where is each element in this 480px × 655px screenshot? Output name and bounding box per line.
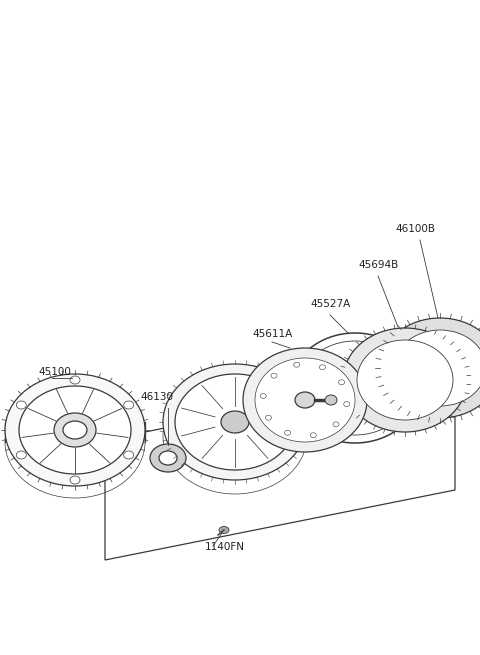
Text: 45527A: 45527A bbox=[310, 299, 350, 309]
Ellipse shape bbox=[311, 433, 316, 438]
Ellipse shape bbox=[271, 373, 277, 378]
Ellipse shape bbox=[19, 386, 131, 474]
Ellipse shape bbox=[175, 374, 295, 470]
Ellipse shape bbox=[344, 402, 350, 407]
Ellipse shape bbox=[285, 430, 290, 436]
Ellipse shape bbox=[394, 330, 480, 406]
Text: 45100: 45100 bbox=[38, 367, 71, 377]
Ellipse shape bbox=[63, 421, 87, 439]
Ellipse shape bbox=[163, 364, 307, 480]
Text: 45611A: 45611A bbox=[252, 329, 292, 339]
Ellipse shape bbox=[70, 476, 80, 484]
Ellipse shape bbox=[255, 358, 355, 442]
Ellipse shape bbox=[54, 413, 96, 447]
Ellipse shape bbox=[265, 415, 271, 421]
Ellipse shape bbox=[5, 374, 145, 486]
Ellipse shape bbox=[70, 376, 80, 384]
Ellipse shape bbox=[243, 348, 367, 452]
Ellipse shape bbox=[338, 380, 345, 384]
Ellipse shape bbox=[294, 362, 300, 367]
Ellipse shape bbox=[380, 318, 480, 418]
Text: 1140FN: 1140FN bbox=[205, 542, 245, 552]
Ellipse shape bbox=[325, 395, 337, 405]
Text: 46100B: 46100B bbox=[395, 224, 435, 234]
Ellipse shape bbox=[295, 392, 315, 408]
Ellipse shape bbox=[333, 422, 339, 427]
Ellipse shape bbox=[357, 340, 453, 420]
Ellipse shape bbox=[343, 328, 467, 432]
Ellipse shape bbox=[219, 527, 229, 534]
Ellipse shape bbox=[150, 444, 186, 472]
Text: 46130: 46130 bbox=[140, 392, 173, 402]
Ellipse shape bbox=[16, 451, 26, 459]
Ellipse shape bbox=[16, 401, 26, 409]
Ellipse shape bbox=[260, 394, 266, 398]
Ellipse shape bbox=[124, 401, 134, 409]
Text: 45694B: 45694B bbox=[358, 260, 398, 270]
Ellipse shape bbox=[159, 451, 177, 465]
Ellipse shape bbox=[124, 451, 134, 459]
Ellipse shape bbox=[320, 365, 325, 370]
Ellipse shape bbox=[221, 411, 249, 433]
